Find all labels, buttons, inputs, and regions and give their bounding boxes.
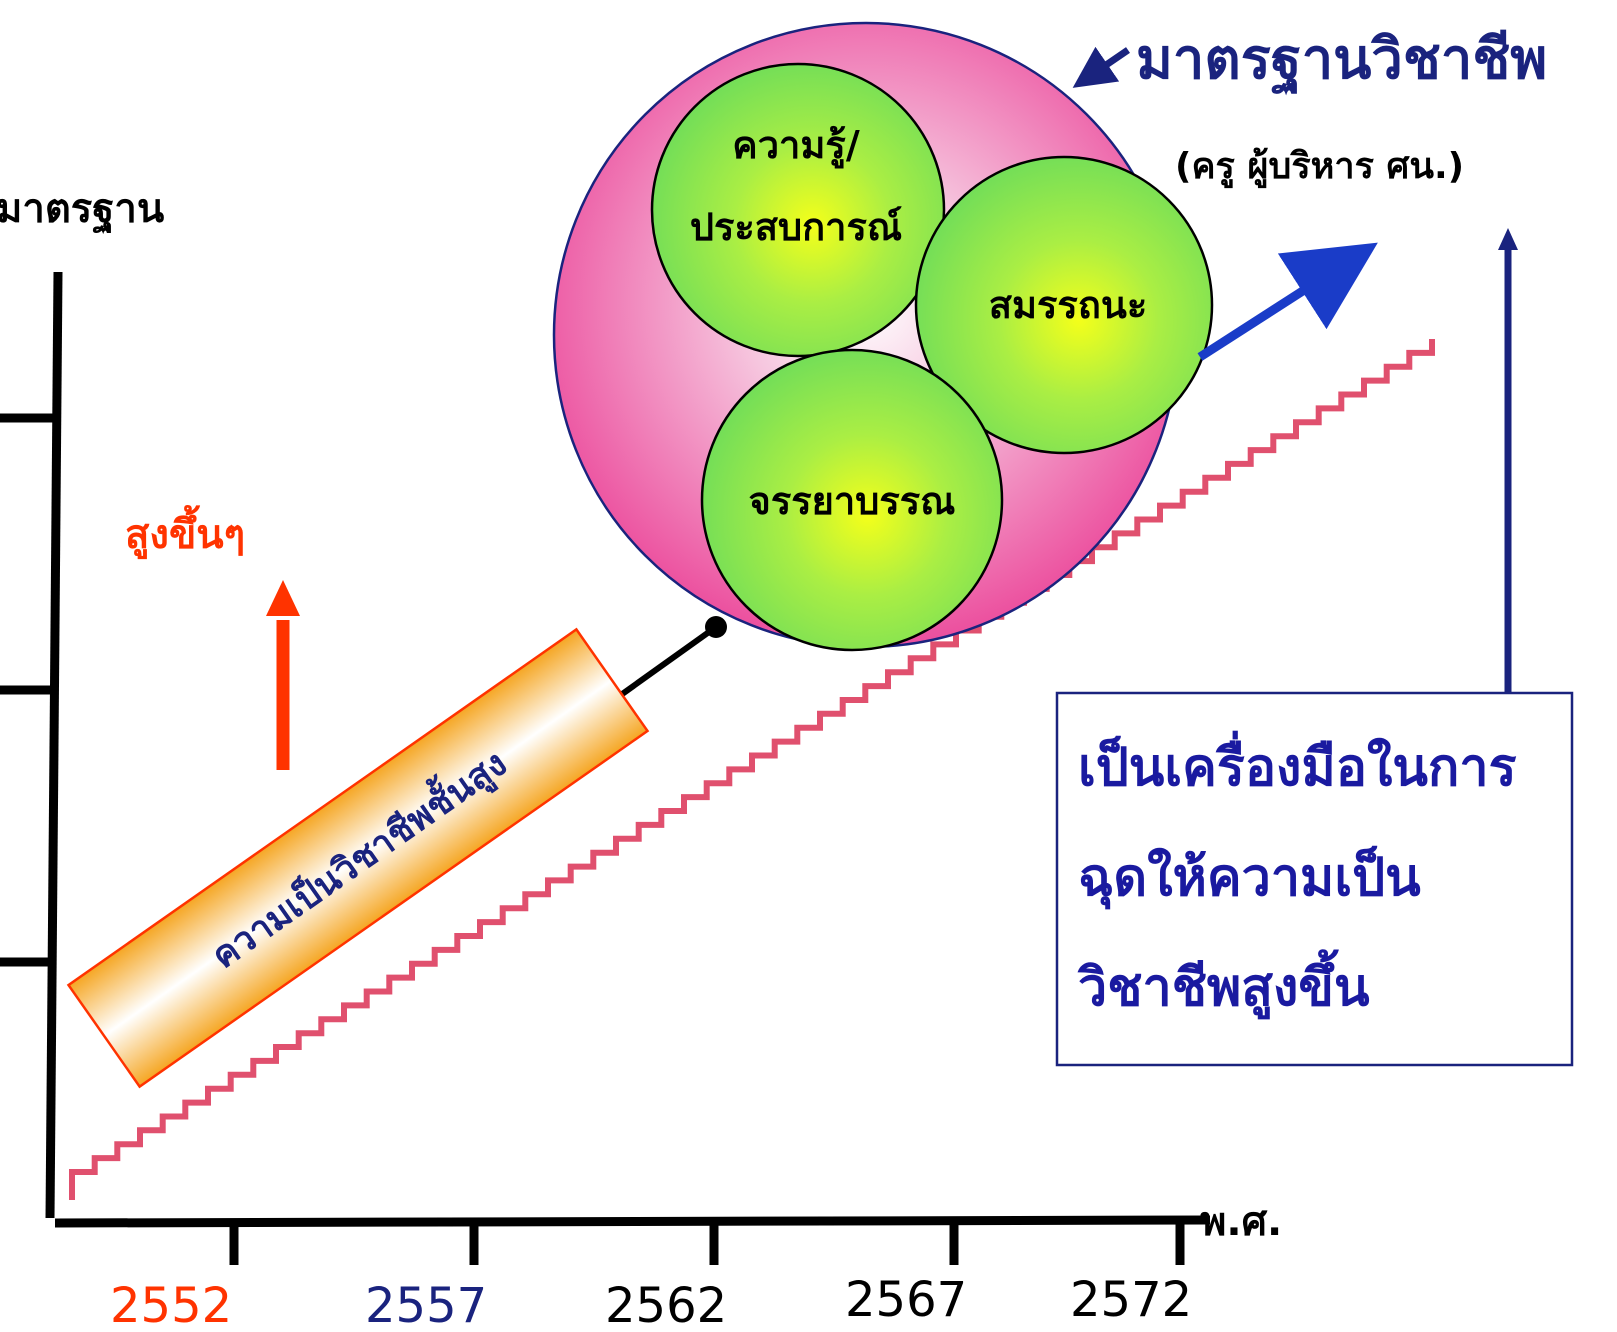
knowledge-label-line1: ความรู้/ [732,123,860,169]
y-axis: มาตรฐาน [0,186,164,1219]
knowledge-circle [650,62,946,358]
arrow-up-icon-head [266,580,300,616]
standard-title: มาตรฐานวิชาชีพ [1136,27,1547,95]
tool-box: เป็นเครื่องมือในการ ฉุดให้ความเป็น วิชาช… [1055,691,1574,1067]
tool-box-line3: วิชาชีพสูงขึ้น [1077,949,1370,1020]
vertical-arrow [1498,228,1518,693]
competency-label: สมรรถนะ [989,283,1147,327]
knowledge-label-line2: ประสบการณ์ [690,205,902,249]
banner-box [66,627,650,1089]
y-axis-line [45,271,63,1219]
ethics-circle [700,348,1004,652]
rising-indicator: สูงขึ้นๆ [125,505,300,770]
x-axis: 2552 2557 2562 2567 2572 พ.ศ. [54,1199,1282,1332]
banner-label: ความเป็นวิชาชีพชั้นสูง [200,737,515,979]
standard-circle-group: ความรู้/ ประสบการณ์ สมรรถนะ จรรยาบรรณ [552,21,1214,652]
arrow-up-icon-head [1498,228,1518,250]
tool-box-line2: ฉุดให้ความเป็น [1078,846,1421,910]
x-tick-label-2552: 2552 [110,1278,232,1332]
standard-subtitle: (ครู ผู้บริหาร ศน.) [1175,146,1464,189]
tool-box-frame [1055,691,1574,1067]
x-tick-label-2557: 2557 [365,1278,487,1332]
connector-dot [705,616,727,638]
tool-box-line1: เป็นเครื่องมือในการ [1078,731,1517,798]
arrow-pointer-icon [1072,46,1130,88]
competency-circle [914,155,1214,455]
professional-banner: ความเป็นวิชาชีพชั้นสูง [66,627,650,1089]
arrow-diagonal-icon [1197,242,1378,361]
x-tick-label-2567: 2567 [845,1272,967,1328]
x-axis-unit: พ.ศ. [1200,1199,1282,1245]
ethics-label: จรรยาบรรณ [749,479,956,523]
rising-label: สูงขึ้นๆ [125,505,245,559]
x-axis-line [54,1215,1211,1228]
x-tick-label-2572: 2572 [1070,1272,1192,1328]
y-axis-label: มาตรฐาน [0,186,164,235]
x-tick-label-2562: 2562 [605,1278,727,1332]
standard-title-group: มาตรฐานวิชาชีพ (ครู ผู้บริหาร ศน.) [1072,27,1547,189]
rising-staircase-line [69,339,1435,1200]
